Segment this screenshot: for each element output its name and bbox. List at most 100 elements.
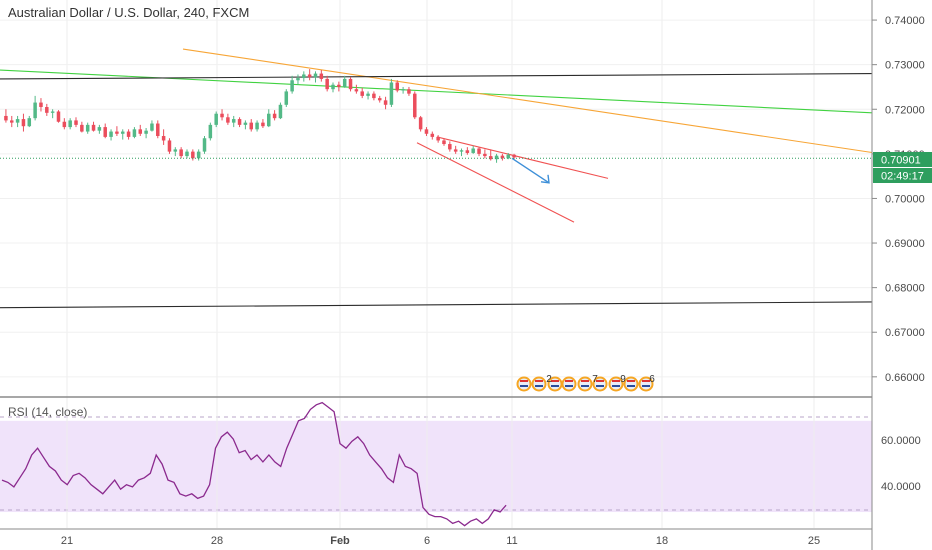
time-tick-label: Feb (330, 535, 350, 547)
candle-body (214, 113, 218, 125)
event-flag-stripe (627, 380, 635, 382)
candle-body (50, 111, 55, 113)
candle-body (307, 74, 312, 78)
black-upper-line[interactable] (0, 73, 873, 80)
event-flag-stripe (565, 385, 573, 387)
candle-body (15, 119, 20, 123)
event-count-label: 7 (592, 374, 598, 385)
event-flag-icon[interactable] (531, 376, 547, 392)
forecast-arrow-head[interactable] (540, 174, 550, 184)
orange-trendline[interactable] (182, 48, 873, 154)
event-flag-icon[interactable] (577, 376, 593, 392)
candle-body (284, 91, 289, 105)
event-flag-icon[interactable] (547, 376, 563, 392)
candle-body (296, 78, 300, 81)
candle-body (424, 129, 429, 134)
candle-body (220, 113, 224, 118)
candle-body (45, 107, 49, 113)
candle-body (494, 155, 499, 160)
candle-body (348, 78, 353, 90)
candle-body (488, 156, 493, 160)
price-tick-label: 0.67000 (885, 327, 925, 339)
candle-body (354, 89, 359, 92)
time-tick-label: 6 (424, 535, 430, 547)
candle-body (85, 124, 90, 132)
candle-body (448, 144, 452, 150)
time-tick-label: 18 (656, 535, 668, 547)
candle-body (179, 149, 183, 157)
price-tick-label: 0.70000 (885, 193, 925, 205)
candle-body (138, 129, 143, 134)
event-flag-stripe (535, 385, 543, 387)
green-trendline[interactable] (0, 69, 873, 114)
candlestick-series (4, 69, 516, 163)
price-tick-label: 0.68000 (885, 283, 925, 295)
event-flag-stripe (627, 385, 635, 387)
event-flag-icon[interactable] (561, 376, 577, 392)
event-flag-icon[interactable] (516, 376, 532, 392)
event-flag-icon[interactable] (608, 376, 624, 392)
channel-upper[interactable] (436, 136, 609, 179)
candle-body (278, 104, 283, 119)
vertical-gridlines (66, 0, 815, 528)
candle-body (418, 117, 423, 130)
candle-body (313, 73, 318, 78)
candle-body (144, 130, 148, 134)
rsi-line (1, 401, 507, 527)
candle-body (21, 119, 26, 127)
event-flag-stripe (535, 380, 543, 382)
horizontal-gridlines (0, 19, 872, 378)
candle-body (413, 93, 417, 118)
time-axis[interactable]: 21 28 Feb 6 11 18 25 (61, 535, 820, 547)
candle-body (27, 118, 32, 127)
event-flag-icon[interactable] (592, 376, 608, 392)
candle-body (109, 131, 113, 137)
candle-body (407, 89, 411, 94)
candle-body (56, 111, 61, 122)
time-tick-label: 28 (211, 535, 223, 547)
candle-body (80, 124, 84, 132)
rsi-band (0, 420, 872, 513)
candle-body (436, 136, 440, 141)
event-flag-icon[interactable] (623, 376, 639, 392)
last-price-tag: 0.70901 (873, 152, 932, 167)
event-flag-stripe (596, 385, 604, 387)
event-flag-stripe (612, 380, 620, 382)
event-flag-stripe (551, 385, 559, 387)
candle-body (401, 89, 405, 91)
candle-body (33, 102, 37, 119)
time-tick-label: 21 (61, 535, 73, 547)
candle-body (161, 136, 166, 141)
candle-body (442, 140, 446, 145)
rsi-tick-60: 60.0000 (881, 435, 921, 447)
trendlines[interactable] (0, 48, 873, 309)
candle-body (331, 84, 335, 90)
event-flag-stripe (565, 380, 573, 382)
candle-body (272, 113, 277, 119)
event-flag-stripe (581, 380, 589, 382)
candle-body (202, 138, 207, 152)
price-axis[interactable]: 0.740000.730000.720000.710000.700000.690… (872, 15, 925, 384)
candle-body (337, 84, 341, 87)
event-count-label: 6 (649, 374, 655, 385)
candle-body (120, 131, 125, 134)
channel-lower[interactable] (416, 142, 575, 223)
event-flag-stripe (642, 380, 650, 382)
event-flag-stripe (596, 380, 604, 382)
forecast-arrow-shaft[interactable] (511, 157, 550, 184)
candle-body (366, 93, 370, 96)
candle-body (226, 117, 230, 123)
candle-body (389, 82, 394, 105)
forecast-arrow[interactable] (511, 157, 550, 184)
event-flag-icon[interactable] (638, 376, 654, 392)
candle-body (4, 115, 8, 121)
candle-body (325, 78, 329, 90)
bar-countdown-tag: 02:49:17 (873, 168, 932, 183)
candle-body (196, 151, 201, 159)
candle-body (453, 149, 458, 152)
economic-events[interactable]: 2 7 9 6 (516, 374, 656, 392)
black-lower-line[interactable] (0, 301, 873, 309)
event-flag-stripe (551, 380, 559, 382)
price-tick-label: 0.73000 (885, 60, 925, 72)
